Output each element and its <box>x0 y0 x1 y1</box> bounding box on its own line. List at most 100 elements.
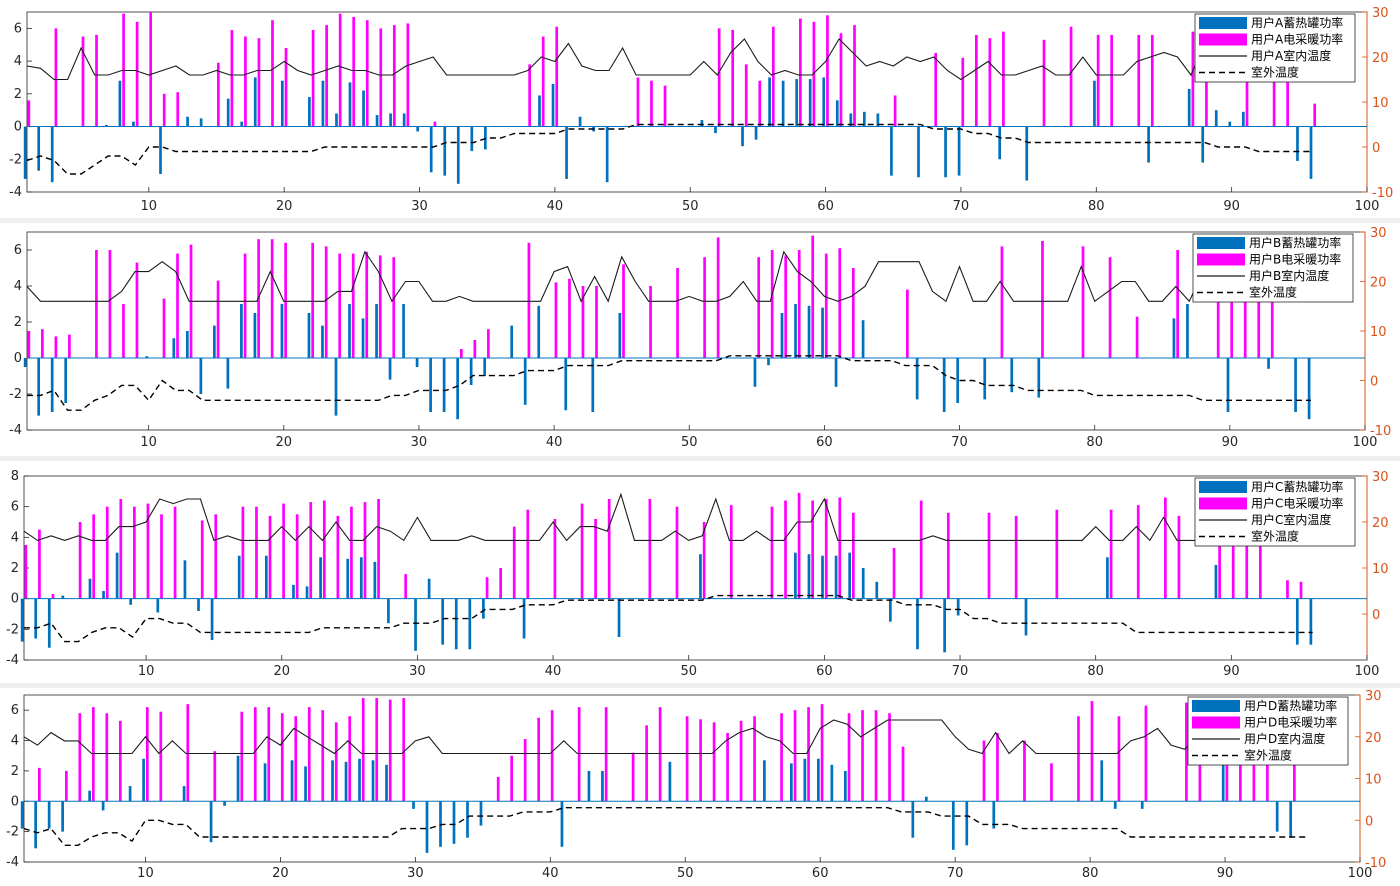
heating-bar <box>594 518 597 599</box>
heating-bar <box>1050 763 1053 802</box>
storage-bar <box>551 84 555 127</box>
storage-bar <box>88 578 92 599</box>
heating-bar <box>200 520 204 599</box>
heating-bar <box>37 767 41 802</box>
storage-bar <box>1010 358 1014 393</box>
storage-bar <box>115 552 119 599</box>
storage-bar <box>1113 801 1117 809</box>
storage-bar <box>522 598 526 639</box>
heating-bar <box>1110 34 1114 127</box>
storage-bar <box>1296 126 1299 161</box>
storage-bar <box>385 764 388 802</box>
heating-bar <box>496 776 500 802</box>
storage-bar <box>754 126 758 140</box>
chart-panel-4: -4 -2 0 2 4 6 -10 0 10 20 30 10 20 30 40 50 60 70 80 90 100 用… <box>0 688 1400 886</box>
heating-bar <box>784 500 787 599</box>
heating-bar <box>377 499 380 599</box>
heating-bar <box>541 36 545 127</box>
heating-bar <box>213 751 217 802</box>
right-tick-label: 20 <box>1365 731 1382 746</box>
storage-bar <box>358 758 361 802</box>
heating-bar <box>1257 250 1261 358</box>
storage-bar <box>714 126 717 134</box>
heating-bar <box>91 707 95 802</box>
x-tick-label: 50 <box>680 664 697 679</box>
heating-bar <box>824 499 828 599</box>
x-tick-label: 10 <box>138 664 155 679</box>
heating-bar <box>1286 580 1289 599</box>
storage-bar <box>781 80 785 127</box>
legend-label: 用户A蓄热罐功率 <box>1251 15 1343 30</box>
heating-bar <box>267 707 271 802</box>
heating-bar <box>473 340 477 358</box>
left-tick-label: 8 <box>11 469 19 484</box>
left-tick-label: 4 <box>14 54 22 69</box>
heating-bar <box>811 500 815 599</box>
storage-bar <box>876 113 880 127</box>
left-tick-label: -4 <box>6 855 19 870</box>
heating-bar <box>1041 241 1044 358</box>
storage-bar <box>957 126 961 176</box>
storage-bar <box>186 116 189 127</box>
heating-bar <box>649 286 652 358</box>
x-tick-label: 100 <box>1355 664 1380 679</box>
heating-bar <box>537 717 541 802</box>
storage-bar <box>199 358 203 394</box>
legend-label: 用户B室内温度 <box>1249 268 1329 283</box>
heating-bar <box>149 12 153 127</box>
left-tick-label: 2 <box>11 764 19 779</box>
storage-bar <box>834 358 838 387</box>
storage-bar <box>197 598 200 611</box>
legend-swatch-storage <box>1199 481 1247 493</box>
panel-background <box>0 0 1400 218</box>
legend-label: 室外温度 <box>1251 529 1299 544</box>
heating-bar <box>133 506 136 599</box>
storage-bar <box>1025 126 1029 181</box>
storage-bar <box>821 555 824 599</box>
storage-bar <box>1172 318 1176 358</box>
heating-bar <box>280 713 284 802</box>
right-tick-label: 30 <box>1365 689 1382 704</box>
outdoor-temperature-line <box>26 123 1313 175</box>
storage-bar <box>425 801 429 853</box>
heating-bar <box>145 707 149 802</box>
x-tick-label: 40 <box>545 664 562 679</box>
left-tick-label: 6 <box>14 21 22 36</box>
storage-bar <box>795 79 799 127</box>
storage-bar <box>1214 110 1218 127</box>
storage-bar <box>917 126 920 178</box>
heating-bar <box>580 503 584 599</box>
heating-bar <box>852 512 855 599</box>
heating-bar <box>216 280 220 358</box>
left-tick-label: -2 <box>9 152 22 167</box>
heating-bar <box>838 248 842 358</box>
heating-bar <box>284 48 288 127</box>
heating-bar <box>1243 259 1247 358</box>
x-tick-label: 60 <box>817 199 834 214</box>
storage-bar <box>280 80 284 127</box>
heating-bar <box>1258 515 1262 599</box>
storage-bar <box>538 95 541 127</box>
heating-bar <box>294 716 298 802</box>
heating-bar <box>812 21 816 127</box>
heating-bar <box>799 18 802 127</box>
legend-label: 用户C电采暖功率 <box>1251 496 1343 511</box>
storage-bar <box>668 761 672 802</box>
storage-bar <box>943 598 946 653</box>
x-tick-label: 50 <box>682 199 699 214</box>
right-tick-label: 20 <box>1372 51 1389 66</box>
storage-bar <box>830 764 834 802</box>
heating-bar <box>934 52 938 127</box>
panel-background <box>0 223 1400 456</box>
heating-bar <box>1136 505 1140 599</box>
storage-bar <box>889 598 892 622</box>
x-tick-label: 60 <box>816 664 833 679</box>
legend-label: 用户C蓄热罐功率 <box>1251 479 1343 494</box>
storage-bar <box>601 770 604 802</box>
left-tick-label: 4 <box>14 279 22 294</box>
heating-bar <box>388 699 392 802</box>
x-tick-label: 70 <box>953 199 970 214</box>
storage-bar <box>145 356 149 358</box>
